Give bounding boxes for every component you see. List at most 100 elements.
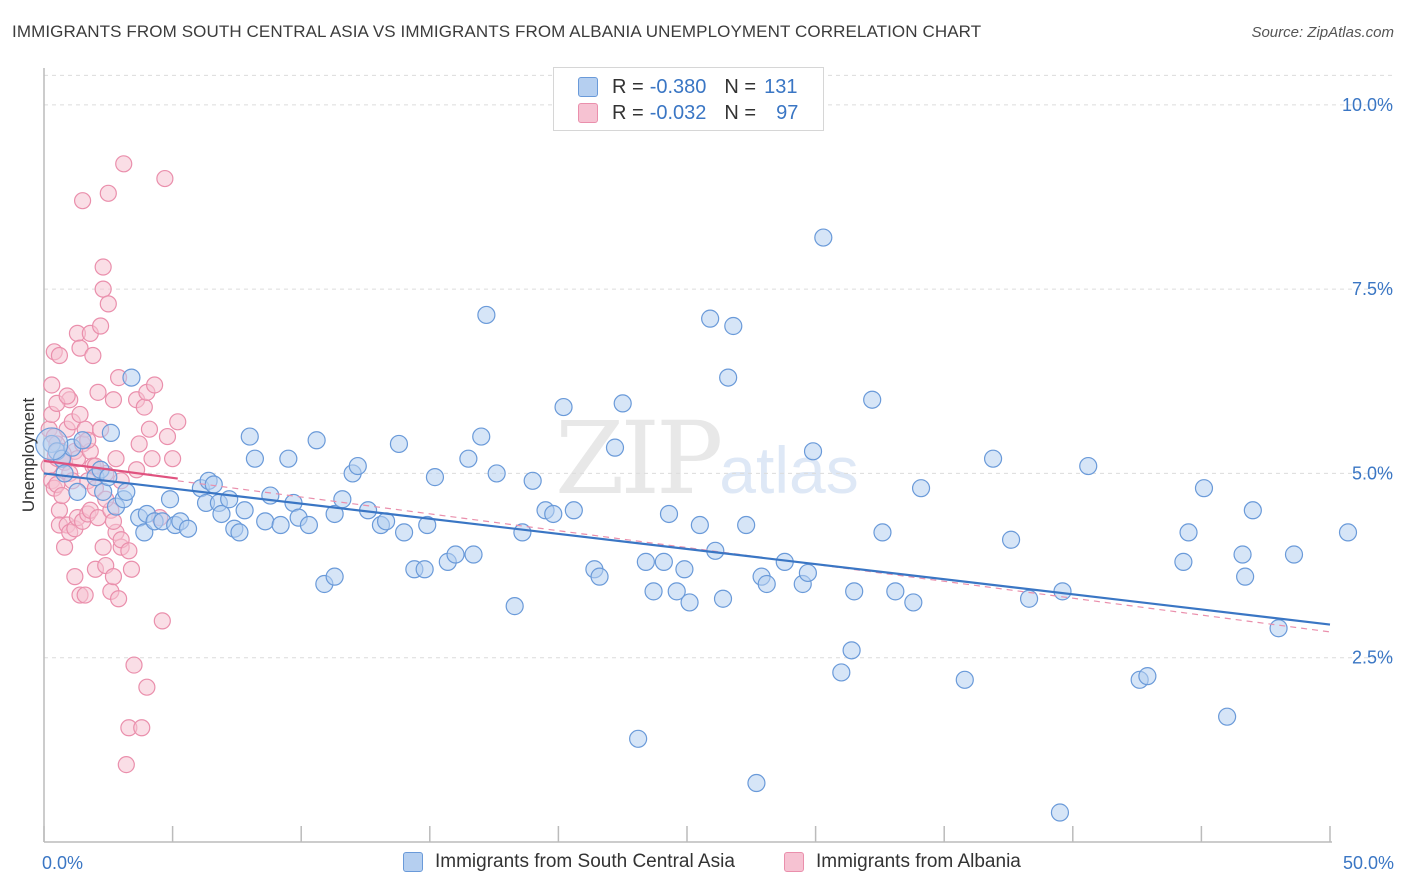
south-central-asia-point — [1179, 523, 1198, 542]
albania-point — [50, 346, 69, 365]
south-central-asia-point — [279, 449, 298, 468]
south-central-asia-point — [904, 593, 923, 612]
south-central-asia-point — [613, 394, 632, 413]
legend-swatch-blue — [578, 77, 598, 97]
south-central-asia-point — [415, 560, 434, 579]
albania-point — [143, 450, 161, 468]
south-central-asia-points — [35, 228, 1358, 822]
south-central-asia-point — [724, 316, 743, 336]
south-central-asia-point — [1079, 456, 1098, 476]
albania-point — [99, 295, 117, 313]
south-central-asia-point — [873, 523, 892, 542]
south-central-asia-point — [117, 482, 136, 501]
south-central-asia-point — [459, 449, 478, 468]
watermark-zip: ZIP — [555, 400, 723, 517]
south-central-asia-point — [832, 663, 851, 682]
south-central-asia-point — [425, 468, 445, 487]
y-tick-label: 7.5% — [1352, 279, 1393, 299]
legend-row-south-central-asia: R = -0.380 N = 131 — [578, 75, 797, 99]
series-label-south-central-asia: Immigrants from South Central Asia — [435, 851, 735, 872]
south-central-asia-point — [204, 475, 223, 494]
south-central-asia-point — [911, 479, 931, 498]
south-central-asia-point — [564, 501, 583, 520]
albania-point — [71, 405, 89, 424]
south-central-asia-point — [68, 482, 87, 501]
grid-lines — [44, 74, 1392, 659]
south-central-asia-point — [1194, 479, 1214, 498]
south-central-asia-point — [101, 423, 120, 442]
series-swatch-blue — [403, 852, 423, 872]
albania-point — [135, 398, 153, 416]
south-central-asia-point — [245, 449, 265, 468]
south-central-asia-point — [1236, 567, 1255, 586]
albania-point — [71, 339, 89, 357]
albania-point — [120, 542, 138, 560]
south-central-asia-point — [955, 670, 974, 689]
south-central-asia-point — [1174, 552, 1193, 571]
chart-source: Source: ZipAtlas.com — [1251, 24, 1394, 41]
correlation-legend: R = -0.380 N = 131 R = -0.032 N = 97 — [553, 67, 824, 131]
south-central-asia-point — [737, 515, 756, 535]
south-central-asia-point — [667, 582, 686, 601]
albania-point — [109, 590, 128, 608]
south-central-asia-point — [394, 523, 414, 542]
south-central-asia-point — [1138, 667, 1157, 686]
albania-point — [104, 568, 123, 586]
south-central-asia-point — [1243, 501, 1262, 520]
legend-swatch-pink — [578, 103, 598, 123]
albania-point — [156, 169, 174, 188]
albania-trend-line-dashed — [177, 480, 1331, 633]
y-tick-label: 10.0% — [1342, 95, 1393, 115]
albania-trend-line — [43, 459, 178, 480]
south-central-asia-point — [160, 490, 180, 509]
albania-point — [50, 501, 69, 519]
south-central-asia-point — [477, 305, 496, 325]
south-central-asia-point — [1218, 707, 1237, 726]
albania-point — [84, 346, 102, 365]
albania-point — [153, 612, 171, 630]
albania-point — [138, 678, 156, 696]
south-central-asia-point — [212, 504, 231, 524]
x-tick-label-max: 50.0% — [1343, 853, 1394, 873]
south-central-asia-point — [886, 582, 905, 601]
albania-point — [66, 568, 84, 586]
south-central-asia-point — [389, 434, 409, 454]
albania-point — [164, 450, 182, 468]
south-central-asia-trend-line — [43, 472, 1331, 626]
albania-point — [125, 656, 143, 674]
south-central-asia-point — [680, 593, 699, 612]
south-central-asia-point — [348, 456, 367, 476]
y-axis-title: Unemployment — [19, 398, 38, 513]
south-central-asia-point — [505, 597, 524, 616]
watermark-atlas: atlas — [719, 433, 859, 507]
south-central-asia-point — [240, 427, 259, 446]
south-central-asia-point — [178, 519, 198, 538]
south-central-asia-point — [1050, 803, 1070, 822]
albania-point — [122, 560, 141, 578]
south-central-asia-point — [845, 582, 864, 601]
series-legend-south-central-asia: Immigrants from South Central Asia — [403, 851, 735, 873]
albania-point — [94, 538, 112, 556]
south-central-asia-point — [842, 641, 861, 660]
south-central-asia-point — [307, 431, 326, 450]
legend-r-value: -0.380 — [649, 75, 707, 98]
legend-n-value: 131 — [764, 75, 798, 98]
albania-point — [94, 280, 112, 298]
legend-n-label: N = — [724, 75, 757, 98]
chart-title: IMMIGRANTS FROM SOUTH CENTRAL ASIA VS IM… — [12, 22, 982, 41]
south-central-asia-point — [271, 515, 290, 535]
south-central-asia-point — [472, 427, 491, 446]
albania-point — [130, 435, 148, 453]
legend-r-label: R = — [612, 101, 644, 124]
south-central-asia-point — [256, 512, 275, 531]
albania-point — [43, 376, 61, 394]
south-central-asia-point — [73, 431, 92, 450]
legend-row-albania: R = -0.032 N = 97 — [578, 101, 798, 125]
albania-point — [91, 317, 110, 335]
south-central-asia-point — [1284, 545, 1304, 564]
south-central-asia-point — [605, 438, 625, 457]
south-central-asia-point — [636, 552, 655, 571]
y-tick-label: 5.0% — [1352, 463, 1393, 483]
south-central-asia-point — [299, 515, 319, 535]
